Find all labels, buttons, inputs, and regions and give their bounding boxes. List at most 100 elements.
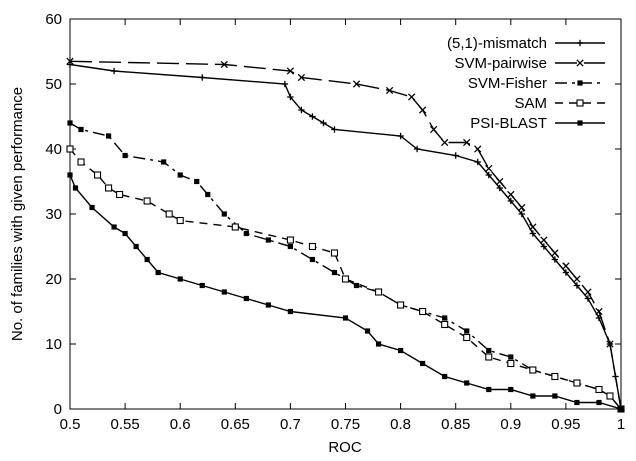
data-point <box>375 288 383 296</box>
data-point <box>529 366 537 374</box>
data-point <box>618 406 624 412</box>
data-point <box>67 120 73 126</box>
data-point <box>342 315 349 321</box>
data-point <box>562 262 570 270</box>
data-point <box>496 177 504 186</box>
data-point <box>486 386 492 393</box>
y-tick-label: 10 <box>45 336 62 353</box>
axis-ticks: 0.5 0.55 0.6 0.65 0.7 0.75 0.8 0.85 0.9 0.95 10102… <box>45 11 625 433</box>
legend-label: PSI-BLAST <box>470 115 547 132</box>
data-point <box>596 399 602 406</box>
data-point <box>418 106 427 114</box>
data-point <box>551 249 559 257</box>
data-point <box>606 392 614 400</box>
data-point <box>398 347 404 354</box>
legend-marker <box>577 80 583 86</box>
data-point <box>177 172 183 178</box>
data-point <box>353 282 360 289</box>
data-point <box>529 223 537 231</box>
data-point <box>77 158 85 166</box>
data-point <box>286 67 295 75</box>
data-point <box>176 216 184 225</box>
legend-marker <box>577 120 583 126</box>
data-point <box>573 379 581 387</box>
legend-label: (5,1)-mismatch <box>447 35 547 52</box>
series-3 <box>66 145 625 413</box>
data-point <box>420 360 426 367</box>
data-point <box>485 353 493 361</box>
data-point <box>552 393 558 399</box>
y-tick-label: 60 <box>45 11 62 28</box>
data-point <box>94 171 102 179</box>
y-axis-title: No. of families with given performance <box>9 87 26 341</box>
series-0 <box>66 61 625 413</box>
data-point <box>116 190 124 199</box>
data-point <box>161 159 167 165</box>
x-tick-label: 0.6 <box>170 416 191 433</box>
data-point <box>287 308 293 315</box>
x-tick-label: 0.55 <box>110 416 139 433</box>
data-point <box>155 269 161 276</box>
data-point <box>385 86 394 95</box>
y-tick-label: 0 <box>54 401 62 418</box>
series-2 <box>67 120 624 412</box>
x-tick-label: 1 <box>617 416 625 433</box>
data-point <box>486 347 492 354</box>
legend-label: SVM-Fisher <box>468 75 547 92</box>
data-point <box>331 269 338 276</box>
data-point <box>530 393 536 399</box>
data-point <box>89 204 95 211</box>
series-4 <box>67 172 624 412</box>
x-tick-label: 0.5 <box>60 416 81 433</box>
series-line <box>69 60 622 410</box>
series-1 <box>66 57 625 413</box>
data-point <box>463 138 471 147</box>
data-point <box>67 172 73 178</box>
data-point <box>309 256 316 263</box>
x-axis-title: ROC <box>328 439 362 456</box>
data-point <box>243 295 249 302</box>
data-point <box>78 126 84 133</box>
data-point <box>352 80 361 88</box>
y-tick-label: 50 <box>45 76 62 93</box>
data-point <box>122 230 128 237</box>
x-tick-label: 0.65 <box>221 416 250 433</box>
data-point <box>507 190 515 199</box>
data-point <box>144 256 150 263</box>
data-point <box>508 354 514 360</box>
data-point <box>221 289 227 295</box>
x-tick-label: 0.9 <box>500 416 521 433</box>
data-point <box>551 372 559 381</box>
data-point <box>143 197 151 205</box>
data-point <box>364 328 371 334</box>
data-point <box>72 185 79 191</box>
data-point <box>133 243 139 250</box>
data-point <box>205 191 211 198</box>
data-point <box>518 203 526 212</box>
x-tick-label: 0.8 <box>390 416 411 433</box>
x-tick-label: 0.85 <box>441 416 470 433</box>
data-point <box>441 138 449 147</box>
data-point <box>397 301 405 309</box>
data-point <box>595 385 603 394</box>
data-point <box>243 230 249 237</box>
x-tick-label: 0.95 <box>551 416 580 433</box>
data-point <box>286 236 294 244</box>
data-point <box>441 320 449 329</box>
series-line <box>69 148 622 410</box>
data-point <box>265 302 271 308</box>
data-point <box>330 249 339 257</box>
data-point <box>540 236 548 244</box>
data-point <box>584 288 592 296</box>
data-point <box>220 60 228 69</box>
data-point <box>573 275 581 283</box>
data-point <box>111 224 117 230</box>
data-point <box>287 243 293 250</box>
data-point <box>231 223 239 231</box>
data-point <box>177 276 183 282</box>
data-point <box>122 152 128 159</box>
legend-marker <box>576 99 584 107</box>
data-point <box>297 73 306 82</box>
